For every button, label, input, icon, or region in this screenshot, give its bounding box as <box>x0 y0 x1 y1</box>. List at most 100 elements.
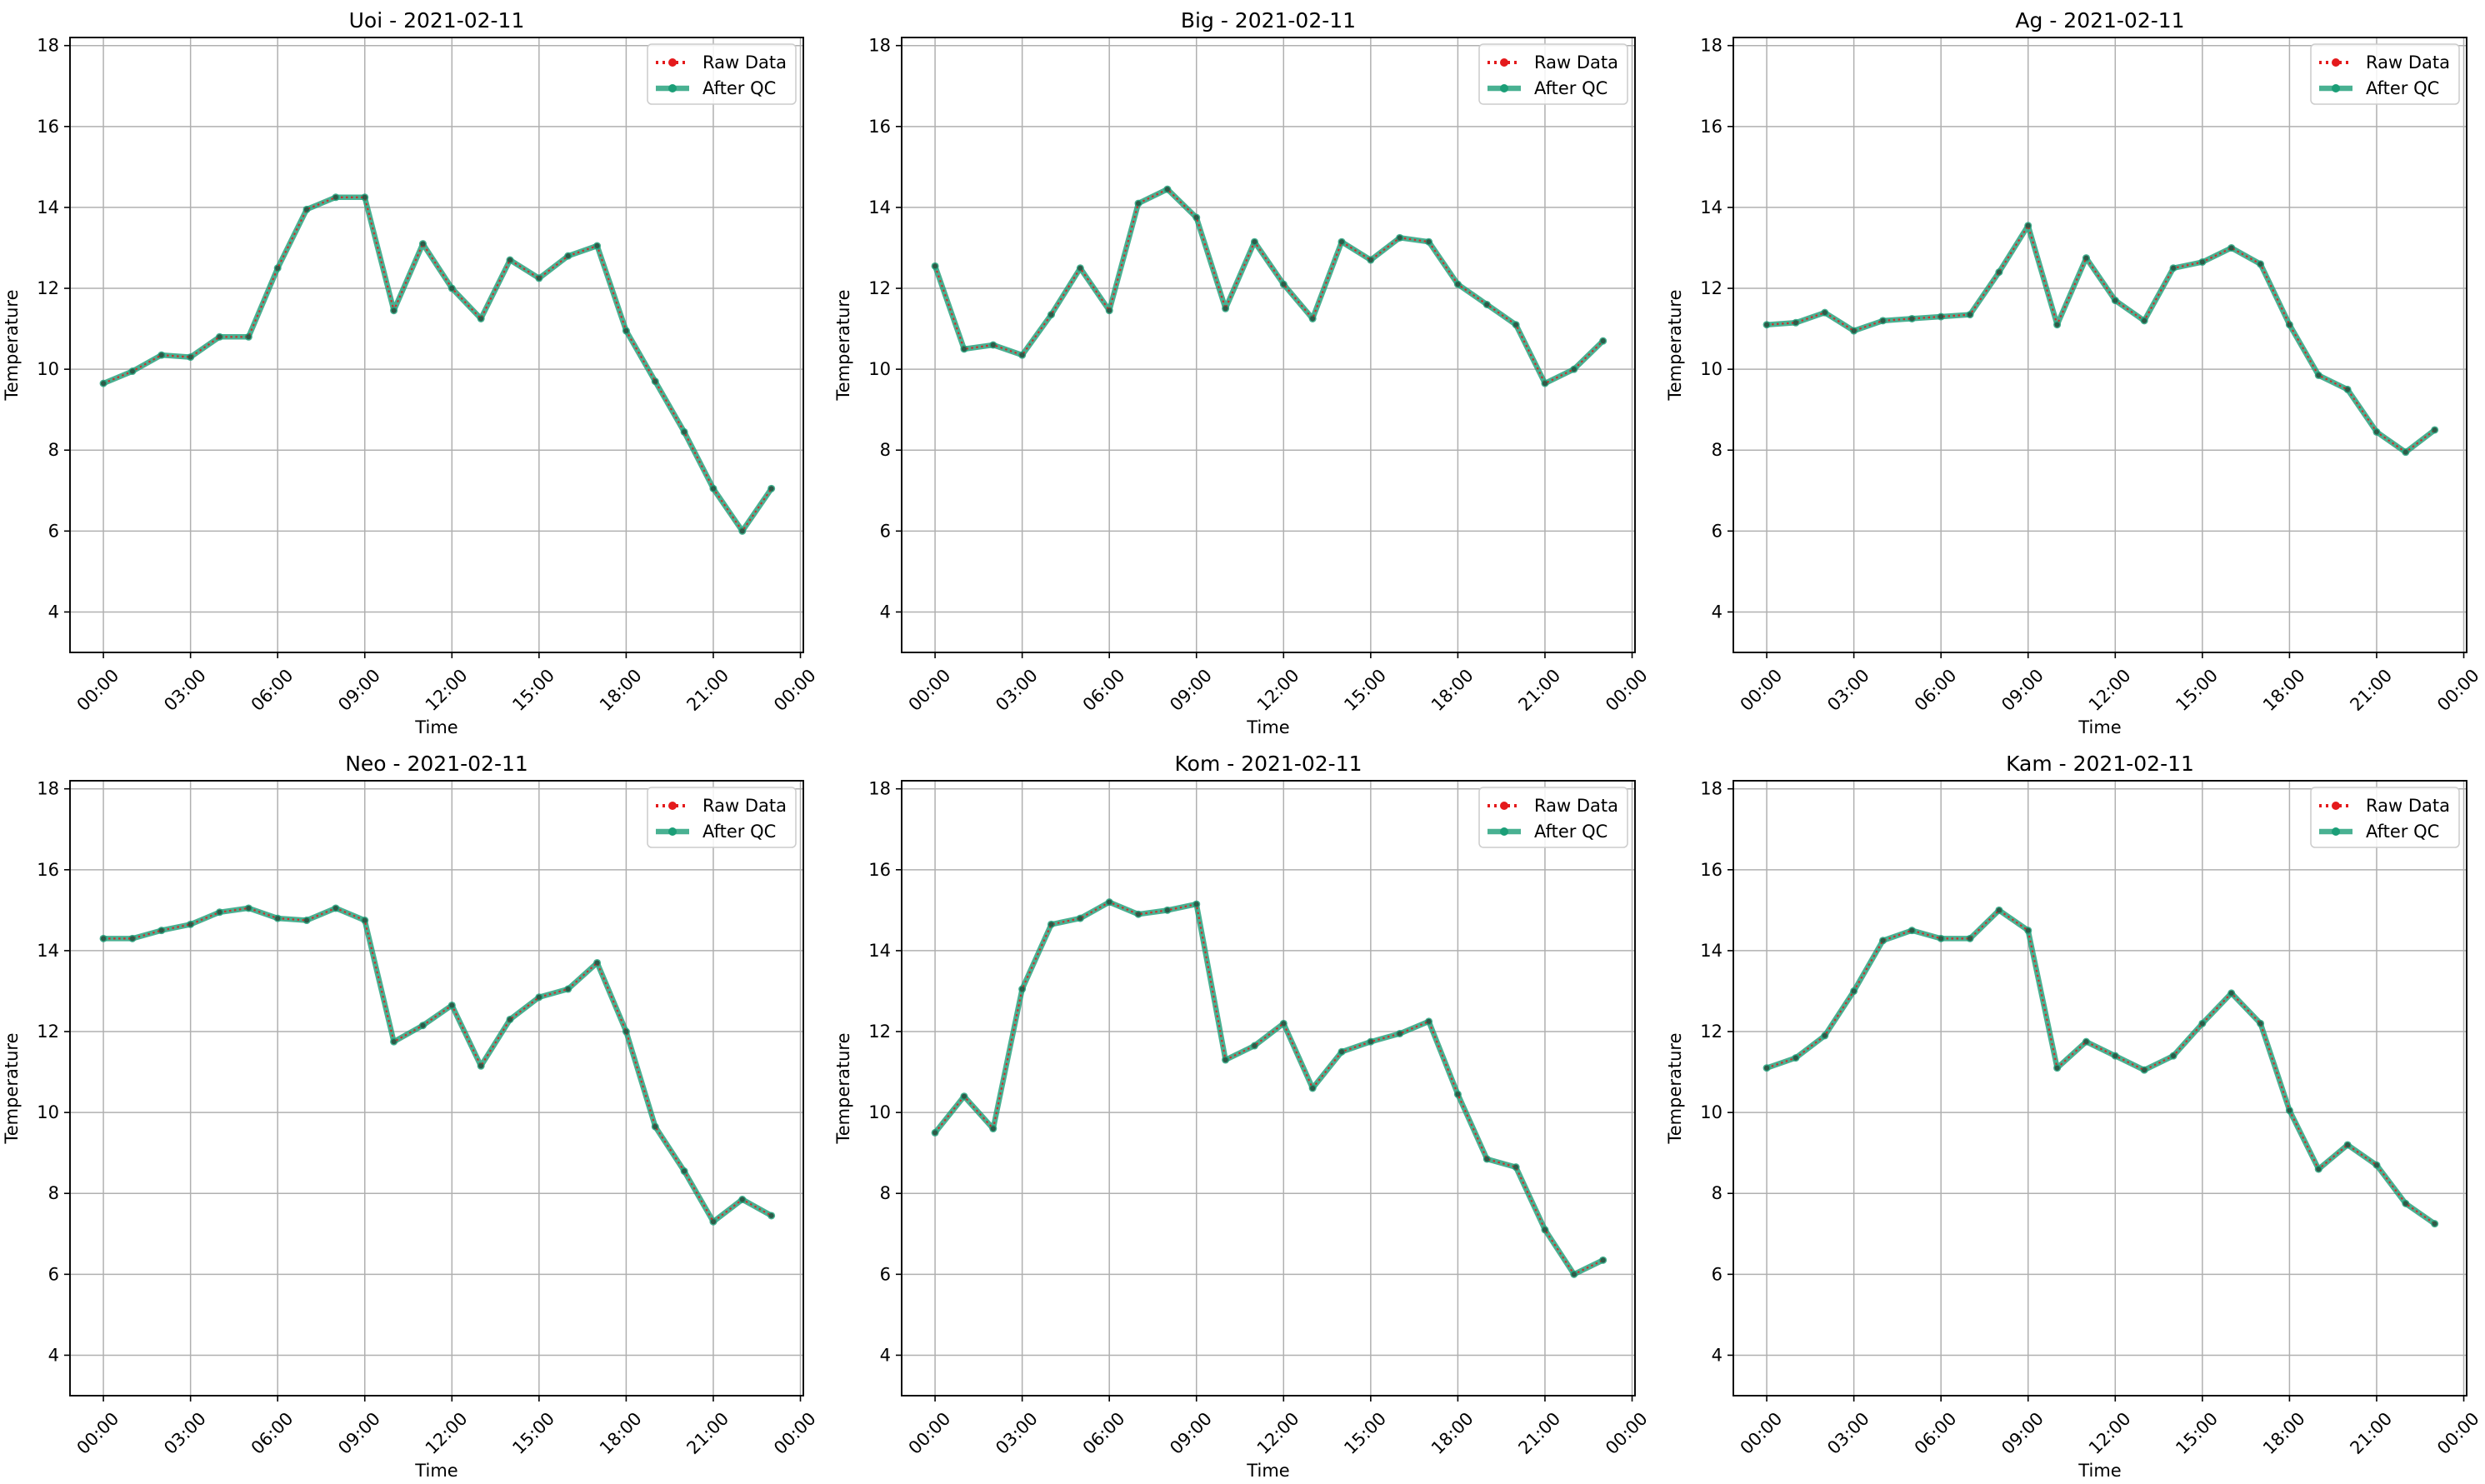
raw-data-line <box>934 901 1604 1276</box>
y-tick-label: 8 <box>1712 440 1722 460</box>
after-qc-line <box>1763 222 2438 455</box>
chart-title: Kom - 2021-02-11 <box>1175 752 1362 776</box>
y-tick-label: 16 <box>37 860 59 880</box>
x-tick-label: 15:00 <box>508 1408 558 1458</box>
y-tick-label: 4 <box>1712 602 1722 622</box>
y-tick-label: 18 <box>1700 36 1722 56</box>
y-tick-label: 6 <box>880 1264 891 1284</box>
raw-data-point <box>1484 302 1490 307</box>
raw-data-point <box>1222 1057 1228 1063</box>
raw-data-point <box>2112 297 2118 303</box>
raw-data-point <box>536 275 542 281</box>
x-tick-label: 03:00 <box>992 1408 1042 1458</box>
raw-data-point <box>1281 282 1287 287</box>
raw-data-point <box>2083 255 2089 261</box>
y-axis-label: Temperature <box>833 1032 853 1144</box>
y-tick-label: 16 <box>37 117 59 137</box>
raw-data-point <box>1019 352 1025 358</box>
legend-qc-label: After QC <box>1534 822 1608 842</box>
raw-data-point <box>1968 936 1973 942</box>
x-tick-label: 18:00 <box>1428 665 1478 715</box>
legend-raw-label: Raw Data <box>1534 52 1618 72</box>
raw-data-point <box>2199 259 2205 265</box>
raw-data-point <box>1310 1086 1316 1091</box>
x-tick-label: 09:00 <box>1166 665 1216 715</box>
raw-data-point <box>1822 310 1828 316</box>
plot-area <box>931 185 1608 387</box>
legend-qc-label: After QC <box>1534 78 1608 98</box>
y-tick-label: 14 <box>1700 941 1722 961</box>
raw-data-point <box>1513 322 1519 327</box>
legend-raw-marker <box>2332 802 2340 810</box>
raw-data-point <box>1048 922 1054 927</box>
chart-panel: Kom - 2021-02-11 4 6 8 10 12 14 16 18 00:00 03:00 0… <box>833 752 1652 1481</box>
raw-data-point <box>158 927 164 933</box>
y-tick-label: 12 <box>37 1022 59 1042</box>
x-tick-label: 00:00 <box>1737 665 1787 715</box>
raw-data-point <box>623 328 629 334</box>
raw-data-point <box>932 1130 938 1136</box>
x-tick-label: 00:00 <box>1602 1408 1652 1458</box>
y-tick-label: 16 <box>868 117 891 137</box>
x-tick-label: 03:00 <box>1823 1408 1873 1458</box>
raw-data-point <box>652 1124 658 1130</box>
raw-data-point <box>1397 1031 1402 1037</box>
legend: Raw Data After QC <box>1478 787 1628 848</box>
legend-raw-label: Raw Data <box>702 52 787 72</box>
raw-data-point <box>1193 902 1199 907</box>
raw-data-point <box>739 528 745 534</box>
y-tick-label: 12 <box>37 278 59 298</box>
legend-raw-marker <box>668 802 677 810</box>
raw-data-point <box>1600 1257 1606 1263</box>
raw-data-point <box>362 917 368 923</box>
raw-data-point <box>2287 1107 2292 1113</box>
legend: Raw Data After QC <box>2310 43 2460 105</box>
raw-data-point <box>1368 1039 1373 1045</box>
raw-data-point <box>2345 1142 2351 1147</box>
raw-data-point <box>1938 936 1944 942</box>
raw-data-point <box>1792 320 1798 326</box>
raw-data-point <box>1310 316 1316 322</box>
x-axis-label: Time <box>2078 717 2121 737</box>
y-tick-label: 8 <box>880 440 891 460</box>
x-tick-label: 18:00 <box>2259 665 2309 715</box>
raw-data-point <box>1851 988 1857 994</box>
x-tick-label: 09:00 <box>1998 665 2048 715</box>
raw-data-point <box>332 905 338 911</box>
raw-data-point <box>1455 282 1461 287</box>
raw-data-point <box>478 316 484 322</box>
raw-data-point <box>2316 372 2322 378</box>
x-tick-label: 09:00 <box>1166 1408 1216 1458</box>
legend-qc-marker <box>2332 84 2340 92</box>
legend-raw-label: Raw Data <box>2366 796 2450 816</box>
legend: Raw Data After QC <box>647 43 797 105</box>
raw-data-point <box>1048 312 1054 317</box>
raw-data-point <box>101 936 107 942</box>
x-tick-label: 15:00 <box>1340 1408 1390 1458</box>
raw-data-line <box>103 907 772 1223</box>
raw-data-point <box>1542 1227 1548 1232</box>
y-tick-label: 14 <box>1700 197 1722 217</box>
legend-qc-label: After QC <box>2366 78 2439 98</box>
raw-data-point <box>1851 328 1857 334</box>
raw-data-point <box>594 960 600 966</box>
gridlines <box>902 37 1635 652</box>
chart-panel: Neo - 2021-02-11 4 6 8 10 12 14 16 18 00:00 03:00 0… <box>2 752 820 1481</box>
y-tick-label: 12 <box>1700 278 1722 298</box>
raw-data-point <box>2025 222 2031 228</box>
x-tick-label: 21:00 <box>2346 1408 2396 1458</box>
x-tick-label: 03:00 <box>992 665 1042 715</box>
raw-data-point <box>2432 1221 2438 1227</box>
raw-data-point <box>1909 316 1915 322</box>
raw-data-point <box>594 243 600 249</box>
x-tick-label: 12:00 <box>422 665 472 715</box>
y-tick-label: 6 <box>1712 521 1722 541</box>
x-tick-label: 15:00 <box>508 665 558 715</box>
raw-data-point <box>961 346 967 352</box>
chart-panel: Uoi - 2021-02-11 4 6 8 10 12 14 16 18 00:00 03:00 0… <box>2 8 820 737</box>
chart-title: Ag - 2021-02-11 <box>2015 8 2184 32</box>
x-tick-label: 00:00 <box>905 1408 955 1458</box>
raw-data-point <box>1484 1156 1490 1162</box>
raw-data-line <box>1767 223 2436 454</box>
x-tick-label: 12:00 <box>422 1408 472 1458</box>
